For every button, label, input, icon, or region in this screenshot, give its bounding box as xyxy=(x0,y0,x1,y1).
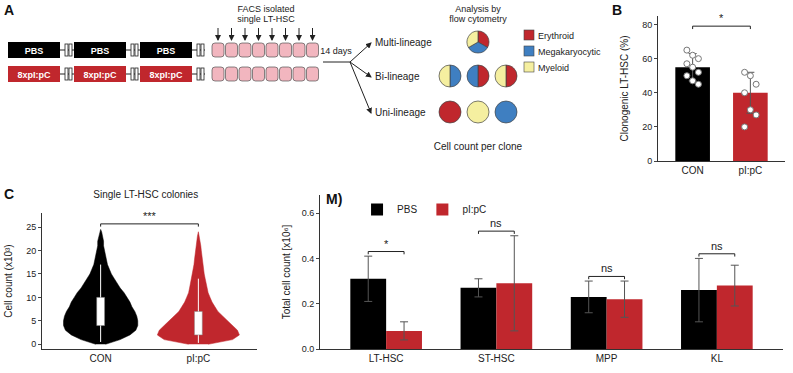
svg-text:25: 25 xyxy=(26,222,36,232)
svg-text:*: * xyxy=(384,238,389,250)
svg-text:5: 5 xyxy=(31,316,36,326)
svg-text:20: 20 xyxy=(26,246,36,256)
svg-text:PBS: PBS xyxy=(91,46,110,56)
svg-text:ns: ns xyxy=(490,217,502,229)
svg-text:CON: CON xyxy=(90,353,112,364)
svg-text:0: 0 xyxy=(647,156,652,166)
html-text:C: C xyxy=(4,186,15,202)
svg-text:Single LT-HSC colonies: Single LT-HSC colonies xyxy=(93,189,198,200)
svg-text:MPP: MPP xyxy=(596,353,618,364)
svg-text:40: 40 xyxy=(642,88,652,98)
svg-text:Erythroid: Erythroid xyxy=(538,31,574,41)
svg-text:CON: CON xyxy=(682,165,704,176)
svg-text:ST-HSC: ST-HSC xyxy=(478,353,515,364)
svg-text:20: 20 xyxy=(642,122,652,132)
svg-text:***: *** xyxy=(143,210,157,222)
svg-text:Uni-lineage: Uni-lineage xyxy=(375,107,426,118)
svg-text:Clonogenic LT-HSC (%): Clonogenic LT-HSC (%) xyxy=(619,36,630,142)
svg-text:0.0: 0.0 xyxy=(302,344,315,354)
svg-text:8xpI:pC: 8xpI:pC xyxy=(83,70,117,80)
svg-text:14 days: 14 days xyxy=(320,46,352,56)
svg-text:0.2: 0.2 xyxy=(302,299,315,309)
svg-text:Megakaryocytic: Megakaryocytic xyxy=(538,47,601,57)
svg-text:8xpI:pC: 8xpI:pC xyxy=(149,70,183,80)
html-text:A: A xyxy=(4,2,15,18)
svg-text:Total cell count [x10⁶]: Total cell count [x10⁶] xyxy=(281,224,292,319)
svg-text:Analysis by: Analysis by xyxy=(455,4,501,14)
svg-text:Bi-lineage: Bi-lineage xyxy=(375,71,420,82)
svg-text:60: 60 xyxy=(642,54,652,64)
svg-text:KL: KL xyxy=(711,353,724,364)
svg-text:pI:pC: pI:pC xyxy=(186,353,210,364)
svg-text:flow cytometry: flow cytometry xyxy=(449,14,507,24)
html-text:B: B xyxy=(612,2,623,18)
svg-text:Cell count per clone: Cell count per clone xyxy=(434,141,523,152)
svg-text:pI:pC: pI:pC xyxy=(738,165,762,176)
svg-text:*: * xyxy=(719,12,724,24)
svg-text:PBS: PBS xyxy=(157,46,176,56)
svg-text:10: 10 xyxy=(26,293,36,303)
svg-text:pI:pC: pI:pC xyxy=(462,204,486,215)
svg-text:15: 15 xyxy=(26,269,36,279)
svg-text:LT-HSC: LT-HSC xyxy=(369,353,404,364)
svg-text:0.6: 0.6 xyxy=(302,208,315,218)
html-text:M): M) xyxy=(326,191,343,207)
svg-text:8xpI:pC: 8xpI:pC xyxy=(17,70,51,80)
svg-text:single LT-HSC: single LT-HSC xyxy=(237,14,295,24)
svg-text:Myeloid: Myeloid xyxy=(538,63,569,73)
svg-text:0.4: 0.4 xyxy=(302,254,315,264)
svg-text:Cell count (x10³): Cell count (x10³) xyxy=(3,244,14,317)
svg-text:Multi-lineage: Multi-lineage xyxy=(375,37,432,48)
svg-text:0: 0 xyxy=(31,339,36,349)
svg-text:PBS: PBS xyxy=(25,46,44,56)
svg-text:80: 80 xyxy=(642,20,652,30)
svg-text:ns: ns xyxy=(711,240,723,252)
svg-text:ns: ns xyxy=(601,262,613,274)
svg-text:PBS: PBS xyxy=(397,204,417,215)
svg-text:FACS isolated: FACS isolated xyxy=(237,4,294,14)
